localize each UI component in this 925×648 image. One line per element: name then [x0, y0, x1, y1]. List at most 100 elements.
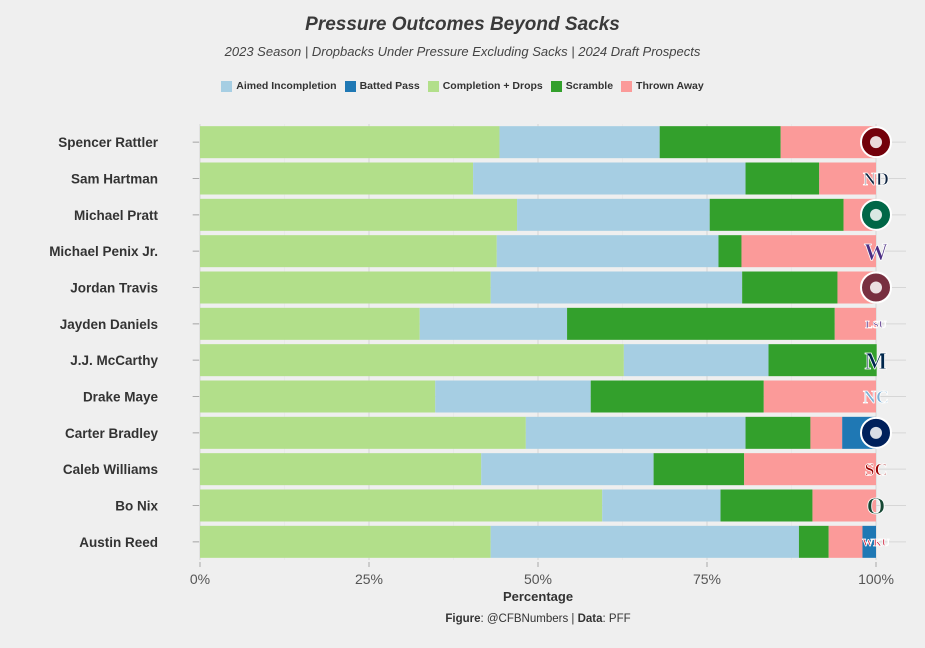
legend-label: Thrown Away [636, 80, 704, 92]
team-logo-washington-icon: W [864, 239, 889, 266]
bar-segment-scramble [567, 307, 835, 340]
bar-segment-scramble [590, 380, 764, 413]
bar-segment-aimed-incompletion [490, 525, 799, 558]
logo-glyph: ND [863, 169, 889, 189]
y-tick-label: Austin Reed [79, 535, 158, 550]
caption-data-label: Data [577, 613, 603, 625]
bar-segment-completion-drops [200, 271, 491, 304]
bar-segment-scramble [659, 126, 781, 159]
bar-segment-aimed-incompletion [496, 235, 719, 268]
legend-label: Scramble [565, 80, 614, 92]
team-logo-lsu-icon: LSU [865, 318, 887, 331]
bar-segment-aimed-incompletion [435, 380, 591, 413]
bar-segment-completion-drops [200, 453, 482, 486]
x-tick-label: 100% [858, 571, 894, 587]
x-tick-label: 25% [355, 571, 383, 587]
team-logo-oregon-icon: O [866, 494, 886, 521]
legend-label: Aimed Incompletion [236, 80, 337, 92]
bar-segment-aimed-incompletion [490, 271, 743, 304]
y-tick-label: Drake Maye [83, 390, 159, 405]
bar-segment-thrown-away [810, 416, 843, 449]
y-tick-label: Jordan Travis [70, 281, 158, 296]
bar-segment-completion-drops [200, 380, 436, 413]
bar-segment-thrown-away [744, 453, 876, 486]
logo-glyph: O [867, 494, 886, 520]
bar-segment-scramble [720, 489, 813, 522]
bar-segment-aimed-incompletion [419, 307, 568, 340]
bar-segment-completion-drops [200, 344, 624, 377]
bar-segment-completion-drops [200, 162, 474, 195]
bar-segment-scramble [718, 235, 742, 268]
caption-figure-label: Figure [445, 613, 481, 625]
figure-caption: Figure: @CFBNumbers | Data: PFF [0, 613, 925, 625]
team-logo-south-carolina-icon [860, 126, 892, 159]
caption-figure-text: : @CFBNumbers | [480, 613, 578, 625]
x-tick-label: 75% [693, 571, 721, 587]
legend-swatch [221, 80, 233, 92]
bar-segment-aimed-incompletion [525, 416, 746, 449]
y-tick-label: Caleb Williams [63, 462, 158, 477]
y-tick-label: Jayden Daniels [60, 317, 158, 332]
legend-swatch [621, 80, 633, 92]
team-logo-north-carolina-icon: NC [863, 387, 890, 408]
bar-segment-aimed-incompletion [499, 126, 660, 159]
x-tick-label: 50% [524, 571, 552, 587]
logo-badge-center [870, 281, 882, 294]
logo-badge-center [870, 136, 882, 149]
bar-segment-thrown-away [819, 162, 876, 195]
logo-glyph: M [865, 349, 888, 375]
legend-item-scramble: Scramble [550, 80, 614, 92]
legend-item-completion-drops: Completion + Drops [427, 80, 543, 92]
bars [200, 126, 877, 558]
bar-segment-completion-drops [200, 126, 500, 159]
y-tick-label: Sam Hartman [71, 172, 158, 187]
team-logo-usc-icon: SC [864, 459, 888, 480]
y-tick-label: Spencer Rattler [58, 135, 159, 150]
bar-segment-aimed-incompletion [481, 453, 654, 486]
logo-badge-center [870, 208, 882, 221]
bar-segment-completion-drops [200, 235, 497, 268]
bar-segment-aimed-incompletion [517, 198, 710, 231]
chart-legend: Aimed Incompletion Batted Pass Completion … [0, 80, 925, 92]
bar-segment-aimed-incompletion [473, 162, 746, 195]
legend-label: Completion + Drops [442, 80, 543, 92]
bar-segment-batted-pass [862, 525, 876, 558]
logo-glyph: W [864, 240, 888, 266]
bar-segment-completion-drops [200, 489, 603, 522]
team-logo-florida-state-icon [860, 271, 892, 304]
logo-glyph: SC [864, 460, 887, 480]
legend-swatch [344, 80, 356, 92]
bar-segment-scramble [745, 162, 820, 195]
team-logo-michigan-icon: M [864, 348, 888, 375]
team-logo-notre-dame-icon: ND [863, 169, 890, 190]
y-tick-label: Michael Pratt [74, 208, 159, 223]
team-logo-western-kentucky-icon: WKU [862, 536, 890, 549]
bar-segment-scramble [745, 416, 811, 449]
bar-segment-thrown-away [834, 307, 876, 340]
legend-swatch [427, 80, 439, 92]
bar-segment-scramble [798, 525, 829, 558]
bar-segment-scramble [742, 271, 838, 304]
logo-badge-center [870, 426, 882, 439]
bar-segment-aimed-incompletion [602, 489, 721, 522]
bar-segment-completion-drops [200, 416, 526, 449]
team-logo-south-alabama-icon [860, 416, 892, 449]
y-tick-label: J.J. McCarthy [70, 353, 158, 368]
bar-segment-thrown-away [812, 489, 876, 522]
bar-segment-thrown-away [763, 380, 876, 413]
y-tick-label: Bo Nix [115, 499, 158, 514]
logo-glyph: LSU [865, 319, 886, 331]
logo-glyph: WKU [862, 537, 890, 549]
legend-label: Batted Pass [359, 80, 420, 92]
x-tick-label: 0% [190, 571, 210, 587]
legend-swatch [550, 80, 562, 92]
bar-segment-completion-drops [200, 198, 518, 231]
bar-segment-scramble [709, 198, 844, 231]
caption-data-text: : PFF [602, 613, 631, 625]
logo-glyph: NC [863, 387, 889, 407]
bar-segment-completion-drops [200, 307, 420, 340]
bar-segment-thrown-away [828, 525, 863, 558]
chart-subtitle: 2023 Season | Dropbacks Under Pressure E… [224, 44, 701, 59]
y-tick-label: Carter Bradley [65, 426, 159, 441]
